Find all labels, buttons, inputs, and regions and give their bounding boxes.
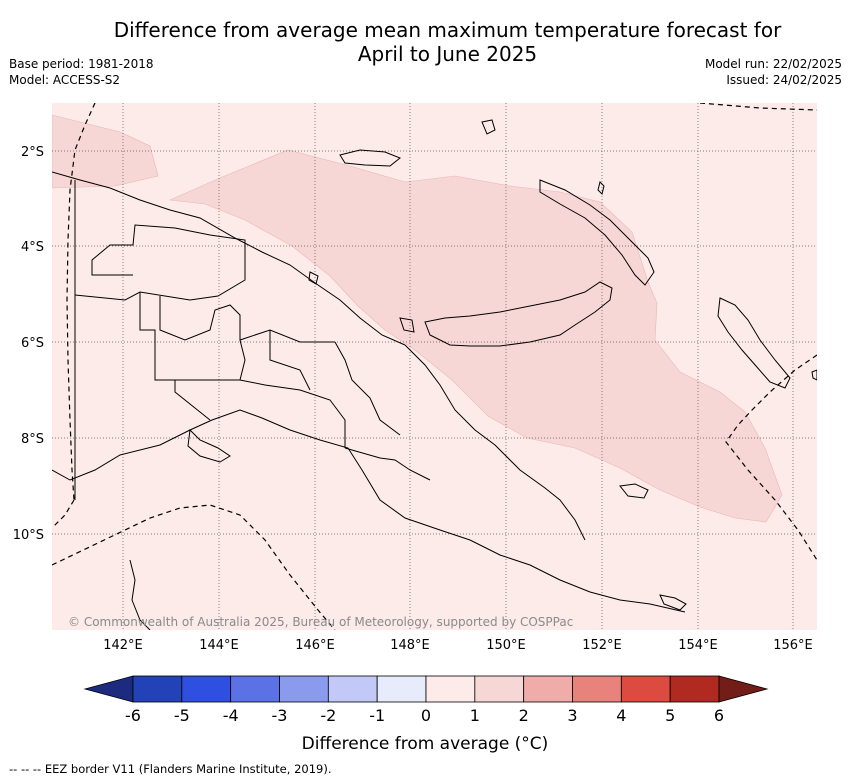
goodenough-island — [619, 483, 649, 499]
solomons-coast — [811, 369, 817, 381]
colorbar-segment — [327, 675, 378, 703]
eez-footnote: -- -- -- EEZ border V11 (Flanders Marine… — [9, 762, 332, 776]
colorbar-tick-label: 3 — [567, 706, 577, 725]
colorbar-tick-label: 1 — [470, 706, 480, 725]
title-line-1: Difference from average mean maximum tem… — [113, 18, 782, 42]
lat-label: 6°S — [21, 336, 44, 351]
map-title: Difference from average mean maximum tem… — [60, 18, 835, 66]
fly-delta — [187, 428, 231, 463]
lat-label: 10°S — [13, 528, 44, 543]
new-guinea-south-coast — [52, 409, 686, 613]
lat-label: 2°S — [21, 145, 44, 160]
colorbar-segment — [376, 675, 427, 703]
province-borders — [74, 180, 431, 500]
colorbar-segment — [181, 675, 232, 703]
colorbar-label: Difference from average (°C) — [302, 734, 549, 754]
eez-borders — [52, 103, 817, 630]
new-britain — [424, 281, 613, 347]
colorbar-tick-label: -6 — [125, 706, 141, 725]
lon-label: 154°E — [678, 638, 718, 653]
forecast-map: © Commonwealth of Australia 2025, Bureau… — [13, 103, 817, 754]
eastern-peninsula — [404, 344, 586, 541]
base-period: Base period: 1981-2018 — [9, 57, 154, 71]
colorbar-segment — [620, 675, 671, 703]
model-name: Model: ACCESS-S2 — [9, 73, 121, 87]
colorbar-tick-label: -5 — [174, 706, 190, 725]
lon-label: 144°E — [199, 638, 239, 653]
colorbar-tick-label: -4 — [223, 706, 239, 725]
colorbar-ticks: -6 -5 -4 -3 -2 -1 0 1 2 3 4 5 6 — [125, 706, 724, 725]
new-hanover — [481, 119, 496, 135]
model-run: Model run: 22/02/2025 — [704, 57, 842, 71]
rossel-island — [659, 594, 687, 611]
colorbar-extend-high — [718, 675, 769, 703]
colorbar-tick-label: 4 — [616, 706, 626, 725]
anomaly-region-northwest — [52, 114, 159, 189]
colorbar-tick-label: 2 — [519, 706, 529, 725]
cape-york-coast — [129, 559, 151, 630]
colorbar-extend-low — [83, 675, 134, 703]
coastlines — [52, 119, 817, 630]
colorbar-segment — [132, 675, 183, 703]
lat-label: 8°S — [21, 432, 44, 447]
colorbar-tick-label: 5 — [665, 706, 675, 725]
anomaly-region-1-2 — [168, 149, 783, 523]
lon-label: 156°E — [773, 638, 813, 653]
colorbar-segment — [474, 675, 525, 703]
manus-island — [339, 149, 401, 167]
graticule — [52, 103, 817, 630]
lon-labels: 142°E 144°E 146°E 148°E 150°E 152°E 154°… — [103, 638, 813, 653]
title-line-2: April to June 2025 — [357, 42, 538, 66]
colorbar-legend — [83, 675, 769, 703]
new-guinea-north-coast — [52, 171, 406, 346]
lat-labels: 2°S 4°S 6°S 8°S 10°S — [13, 145, 44, 543]
new-ireland — [539, 179, 655, 286]
karkar-island — [308, 271, 319, 285]
colorbar-tick-label: -1 — [369, 706, 385, 725]
colorbar-segment — [669, 675, 720, 703]
copyright-notice: © Commonwealth of Australia 2025, Bureau… — [68, 615, 573, 629]
meta-left: Base period: 1981-2018 Model: ACCESS-S2 — [9, 56, 154, 88]
colorbar-tick-label: -3 — [272, 706, 288, 725]
lon-label: 146°E — [295, 638, 335, 653]
colorbar-tick-label: 6 — [714, 706, 724, 725]
colorbar-tick-label: -2 — [320, 706, 336, 725]
lon-label: 152°E — [582, 638, 622, 653]
lat-label: 4°S — [21, 240, 44, 255]
lon-label: 148°E — [390, 638, 430, 653]
colorbar-segment — [572, 675, 622, 703]
colorbar-segment — [279, 675, 329, 703]
lihir-island — [597, 181, 605, 195]
colorbar-tick-label: 0 — [421, 706, 431, 725]
bougainville — [717, 297, 791, 389]
colorbar-segment — [523, 675, 573, 703]
umboi-island — [399, 317, 415, 333]
lon-label: 142°E — [103, 638, 143, 653]
lon-label: 150°E — [486, 638, 526, 653]
issued-date: Issued: 24/02/2025 — [726, 73, 842, 87]
meta-right: Model run: 22/02/2025 Issued: 24/02/2025 — [705, 56, 842, 88]
colorbar-segment — [425, 675, 476, 703]
colorbar-segment — [230, 675, 280, 703]
